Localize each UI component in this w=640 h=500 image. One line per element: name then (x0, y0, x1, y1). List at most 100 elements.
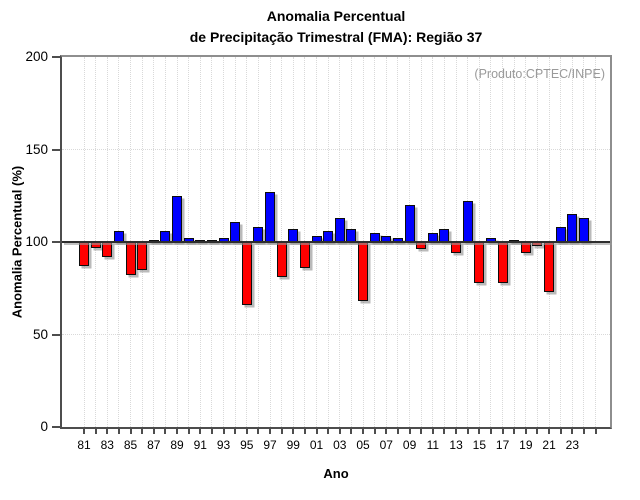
bar-2000 (299, 242, 310, 268)
bar-1994 (230, 221, 241, 242)
x-tick-label-21: 21 (542, 438, 556, 452)
x-tick-label-83: 83 (100, 438, 114, 452)
x-tick (117, 429, 120, 434)
x-tick (396, 429, 399, 434)
x-tick (83, 429, 85, 434)
x-tick (327, 429, 330, 434)
x-tick (245, 429, 248, 434)
x-tick (199, 429, 202, 434)
bar-1995 (241, 242, 252, 305)
x-tick (106, 429, 109, 434)
x-tick-label-19: 19 (519, 438, 533, 452)
x-tick-label-03: 03 (333, 438, 347, 452)
chart-title-line-2: de Precipitação Trimestral (FMA): Região… (189, 29, 483, 45)
x-tick (141, 429, 144, 434)
chart-title: Anomalia Percentual de Precipitação Trim… (62, 6, 610, 48)
x-tick (315, 429, 318, 434)
bar-1989 (172, 195, 183, 242)
x-tick-label-91: 91 (193, 438, 207, 452)
x-tick (303, 429, 306, 434)
x-tick-label-11: 11 (426, 438, 440, 452)
x-tick-label-87: 87 (147, 438, 161, 452)
y-tick (52, 148, 60, 151)
x-tick (152, 429, 155, 434)
x-tick (129, 429, 132, 434)
x-tick (455, 429, 458, 434)
x-tick (571, 429, 574, 434)
x-tick (164, 429, 167, 434)
grid-line-horizontal (62, 149, 610, 150)
grid-line-horizontal (62, 334, 610, 335)
x-tick (559, 429, 562, 434)
x-tick (210, 429, 213, 434)
x-tick-label-89: 89 (170, 438, 184, 452)
x-tick (524, 429, 527, 434)
x-tick-label-15: 15 (472, 438, 487, 452)
x-tick (257, 429, 260, 434)
x-tick (338, 429, 341, 434)
x-tick (478, 429, 481, 434)
x-tick (431, 429, 434, 434)
bar-2003 (334, 217, 345, 242)
x-tick (443, 429, 446, 434)
bar-2010 (416, 242, 427, 250)
bar-2019 (520, 242, 531, 254)
x-tick-label-81: 81 (77, 438, 91, 452)
x-tick (466, 429, 469, 434)
x-tick-label-05: 05 (356, 438, 370, 452)
x-tick-label-85: 85 (123, 438, 138, 452)
x-tick-label-07: 07 (379, 438, 393, 452)
y-tick-label-100: 100 (25, 234, 48, 249)
product-annotation: (Produto:CPTEC/INPE) (474, 67, 605, 81)
bar-2009 (404, 205, 415, 242)
bar-2023 (567, 214, 578, 242)
bar-1996 (253, 227, 264, 242)
x-tick-label-97: 97 (263, 438, 277, 452)
y-tick-label-200: 200 (25, 49, 48, 64)
x-tick (408, 429, 411, 434)
bar-1983 (102, 242, 113, 257)
x-tick (280, 429, 283, 434)
bar-2022 (555, 227, 566, 242)
x-tick (501, 429, 504, 434)
x-tick (385, 429, 388, 434)
bar-1985 (125, 242, 136, 276)
bar-2017 (497, 242, 508, 283)
x-axis-title: Ano (323, 466, 349, 481)
reference-line-100 (62, 241, 610, 243)
bar-2014 (462, 201, 473, 242)
x-tick (582, 429, 585, 434)
x-tick-label-09: 09 (402, 438, 417, 452)
x-tick (536, 429, 539, 434)
y-tick-label-150: 150 (25, 141, 48, 157)
x-tick (187, 429, 190, 434)
x-tick-label-95: 95 (240, 438, 254, 452)
x-tick (594, 429, 597, 434)
bar-2015 (474, 242, 485, 283)
bar-2005 (358, 242, 369, 302)
x-tick (548, 429, 551, 434)
y-tick (52, 56, 60, 58)
bar-2024 (578, 217, 589, 242)
x-tick-label-13: 13 (449, 438, 463, 452)
x-tick (362, 429, 365, 434)
x-tick-label-23: 23 (565, 438, 580, 452)
x-tick-label-17: 17 (495, 438, 510, 452)
bar-2013 (451, 242, 462, 254)
bar-2021 (544, 242, 555, 292)
x-tick (350, 429, 353, 434)
bar-1986 (137, 242, 148, 270)
x-tick (489, 429, 492, 434)
x-tick (373, 429, 376, 434)
chart-title-line-1: Anomalia Percentual (266, 8, 406, 24)
bar-1981 (79, 242, 89, 267)
y-tick (52, 241, 60, 243)
x-tick (94, 429, 97, 434)
y-tick-label-0: 0 (40, 419, 48, 434)
x-tick-label-99: 99 (286, 438, 300, 452)
bar-1998 (276, 242, 287, 278)
y-tick-label-50: 50 (32, 326, 48, 342)
y-tick (52, 333, 60, 336)
x-tick-label-93: 93 (216, 438, 231, 452)
bar-1997 (265, 192, 276, 242)
